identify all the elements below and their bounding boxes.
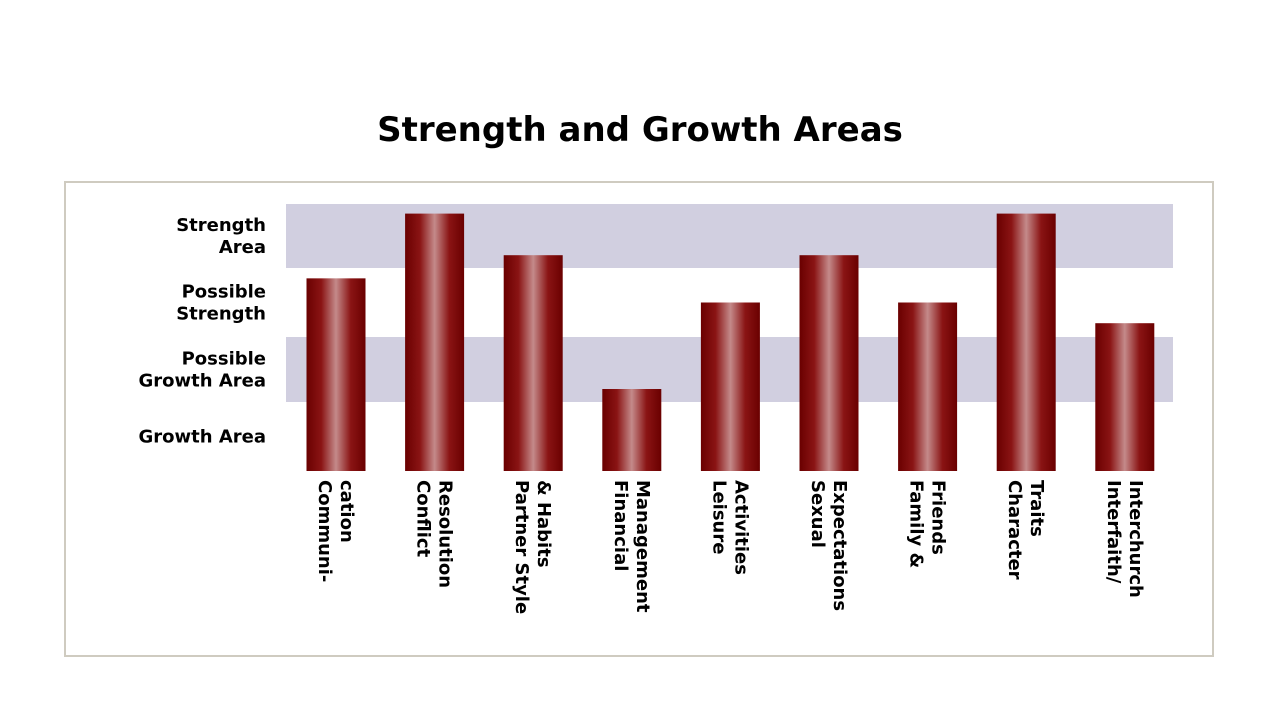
category-label: Interfaith/Interchurch: [1103, 480, 1146, 598]
bar: [700, 302, 760, 471]
category-label: Financial Management: [610, 480, 653, 613]
category-label-line: & Habits: [533, 480, 554, 568]
category-label-line: Interfaith/: [1103, 480, 1124, 584]
bar: [898, 302, 958, 471]
category-label-line: Leisure: [708, 480, 729, 554]
category-label-line: Financial: [610, 480, 631, 571]
y-level-label: Possible: [182, 282, 266, 303]
category-label-line: Traits: [1026, 480, 1047, 537]
category-label-line: Friends: [928, 480, 949, 555]
y-level-label: Strength: [176, 304, 266, 325]
category-label-line: Partner Style: [511, 480, 532, 614]
y-level-label: Growth Area: [139, 371, 267, 392]
bar: [405, 213, 465, 471]
x-axis-labels: Communi-cation Conflict Resolution Partner …: [314, 480, 1146, 614]
category-label-line: cation: [336, 480, 357, 543]
y-axis-labels: StrengthAreaPossibleStrengthPossibleGrow…: [139, 215, 267, 448]
bar: [996, 213, 1056, 471]
category-label-line: Conflict: [413, 480, 434, 558]
page-title: Strength and Growth Areas: [377, 110, 903, 150]
category-label-line: Sexual: [807, 480, 828, 548]
bar: [503, 255, 563, 471]
category-label-line: Character: [1004, 480, 1025, 580]
y-level-label: Growth Area: [139, 427, 267, 448]
category-label-line: Management: [632, 480, 653, 613]
bar: [602, 389, 662, 471]
y-level-label: Possible: [182, 349, 266, 370]
category-label: Sexual Expectations: [807, 480, 850, 611]
category-label-line: Family &: [906, 480, 927, 568]
category-label: Character Traits: [1004, 480, 1047, 580]
category-label: Partner Style & Habits: [511, 480, 554, 614]
bar: [799, 255, 859, 471]
category-label-line: Communi-: [314, 480, 335, 582]
category-label: Conflict Resolution: [413, 480, 456, 588]
category-label: Communi-cation: [314, 480, 357, 582]
bar: [1095, 323, 1155, 471]
y-level-label: Strength: [176, 215, 266, 236]
category-label-line: Activities: [730, 480, 751, 575]
bar: [306, 278, 366, 471]
category-label: Leisure Activities: [708, 480, 751, 575]
category-label: Family & Friends: [906, 480, 949, 568]
category-label-line: Resolution: [435, 480, 456, 588]
bar-layer: [306, 213, 1155, 471]
y-level-label: Area: [219, 237, 266, 258]
category-label-line: Interchurch: [1125, 480, 1146, 598]
category-label-line: Expectations: [829, 480, 850, 611]
